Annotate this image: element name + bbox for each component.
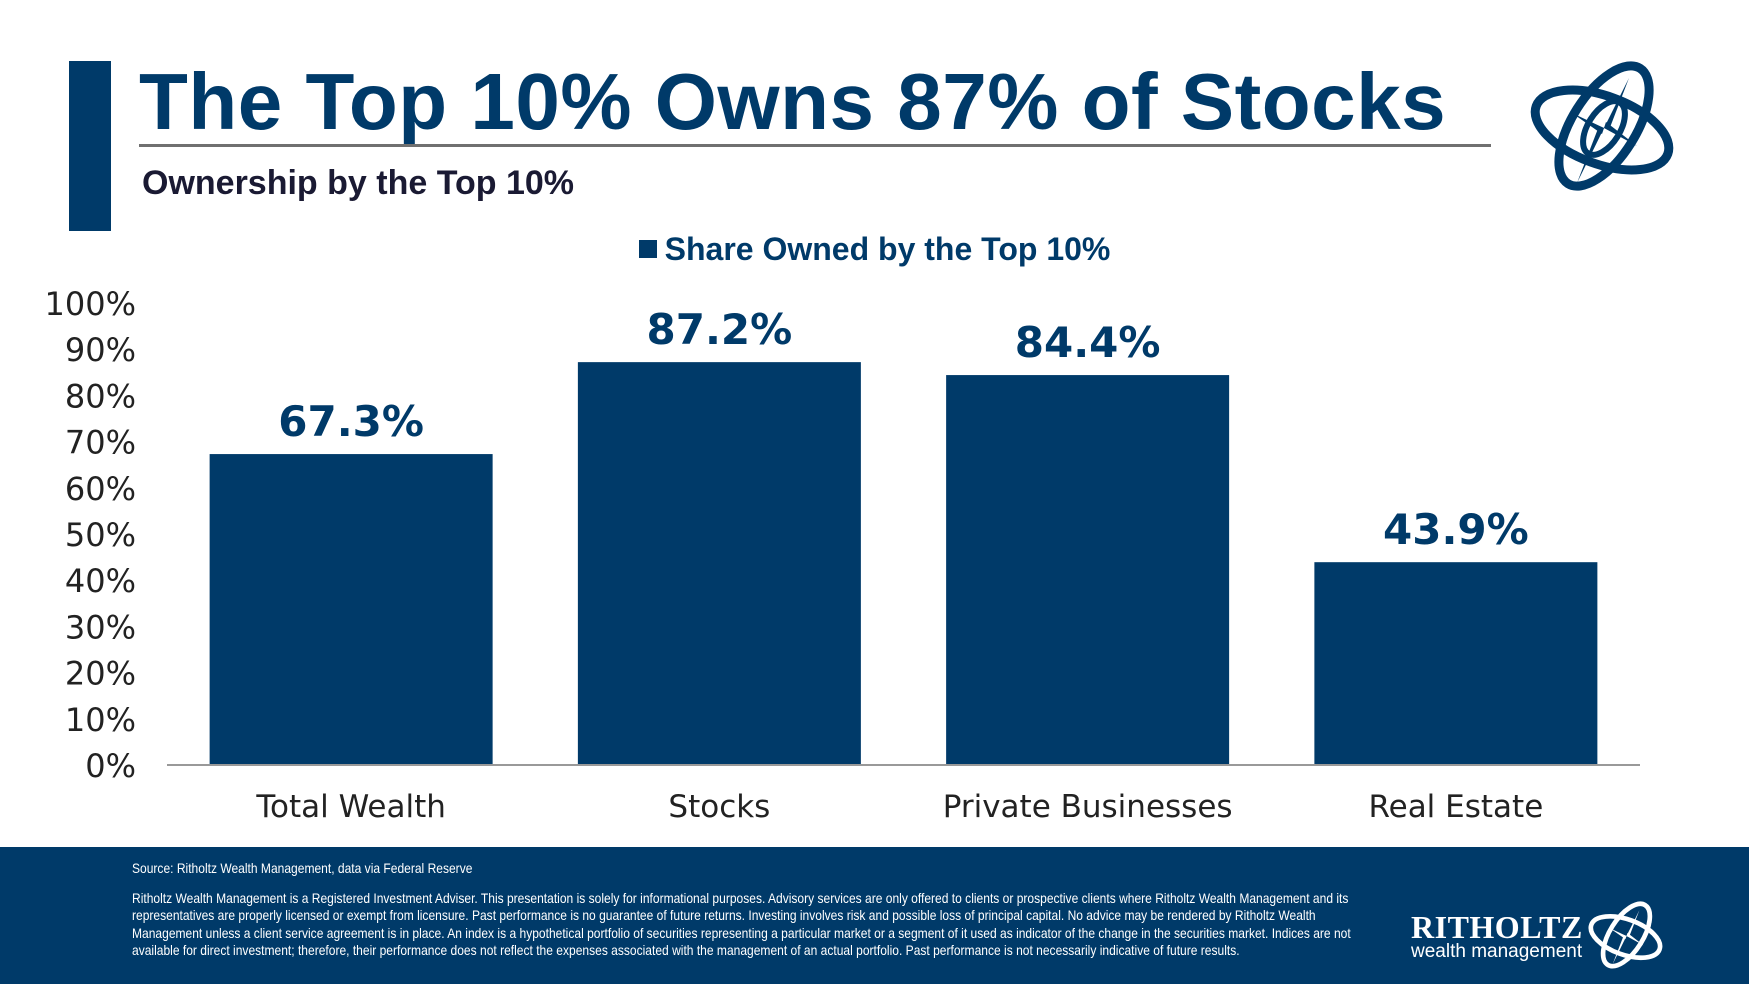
y-tick-label: 40% [65, 562, 136, 600]
data-label: 43.9% [1383, 505, 1529, 554]
footer: Source: Ritholtz Wealth Management, data… [0, 847, 1749, 984]
accent-bar [69, 61, 111, 231]
bar-chart: 0% 10% 20% 30% 40% 50% 60% 70% 80% 90% 100% 67.3% T… [45, 285, 1640, 825]
brand-subtitle: wealth management [1411, 941, 1583, 962]
x-category-label: Real Estate [1368, 789, 1543, 825]
y-tick-label: 90% [65, 331, 136, 369]
data-label: 84.4% [1015, 318, 1161, 367]
y-tick-label: 10% [65, 701, 136, 739]
y-tick-label: 70% [65, 424, 136, 462]
page-title: The Top 10% Owns 87% of Stocks [139, 57, 1447, 146]
legend-swatch [638, 240, 657, 258]
bar-total-wealth [209, 454, 493, 765]
source-note: Source: Ritholtz Wealth Management, data… [132, 860, 473, 876]
y-tick-label: 100% [45, 285, 136, 323]
compass-logo-icon [1530, 61, 1674, 191]
data-label: 87.2% [647, 305, 793, 354]
y-tick-label: 50% [65, 516, 136, 554]
bar-real-estate [1314, 562, 1598, 765]
y-tick-label: 0% [85, 747, 136, 785]
title-divider [139, 144, 1491, 147]
y-tick-label: 20% [65, 655, 136, 693]
brand-name: RITHOLTZ [1411, 909, 1583, 945]
brand-wordmark: RITHOLTZ wealth management [1411, 909, 1611, 962]
legend-label: Share Owned by the Top 10% [664, 231, 1111, 267]
x-category-label: Total Wealth [255, 789, 446, 825]
x-category-label: Private Businesses [943, 789, 1233, 825]
data-label: 67.3% [278, 397, 424, 446]
x-category-label: Stocks [668, 789, 770, 825]
disclaimer-text: Ritholtz Wealth Management is a Register… [132, 890, 1351, 958]
bar-stocks [577, 362, 861, 765]
bar-private-businesses [946, 375, 1230, 765]
y-tick-label: 30% [65, 608, 136, 646]
compass-logo-icon [1588, 901, 1663, 969]
y-tick-label: 60% [65, 470, 136, 508]
chart-legend: Share Owned by the Top 10% [0, 231, 1749, 268]
y-tick-label: 80% [65, 377, 136, 415]
page-subtitle: Ownership by the Top 10% [142, 164, 574, 202]
